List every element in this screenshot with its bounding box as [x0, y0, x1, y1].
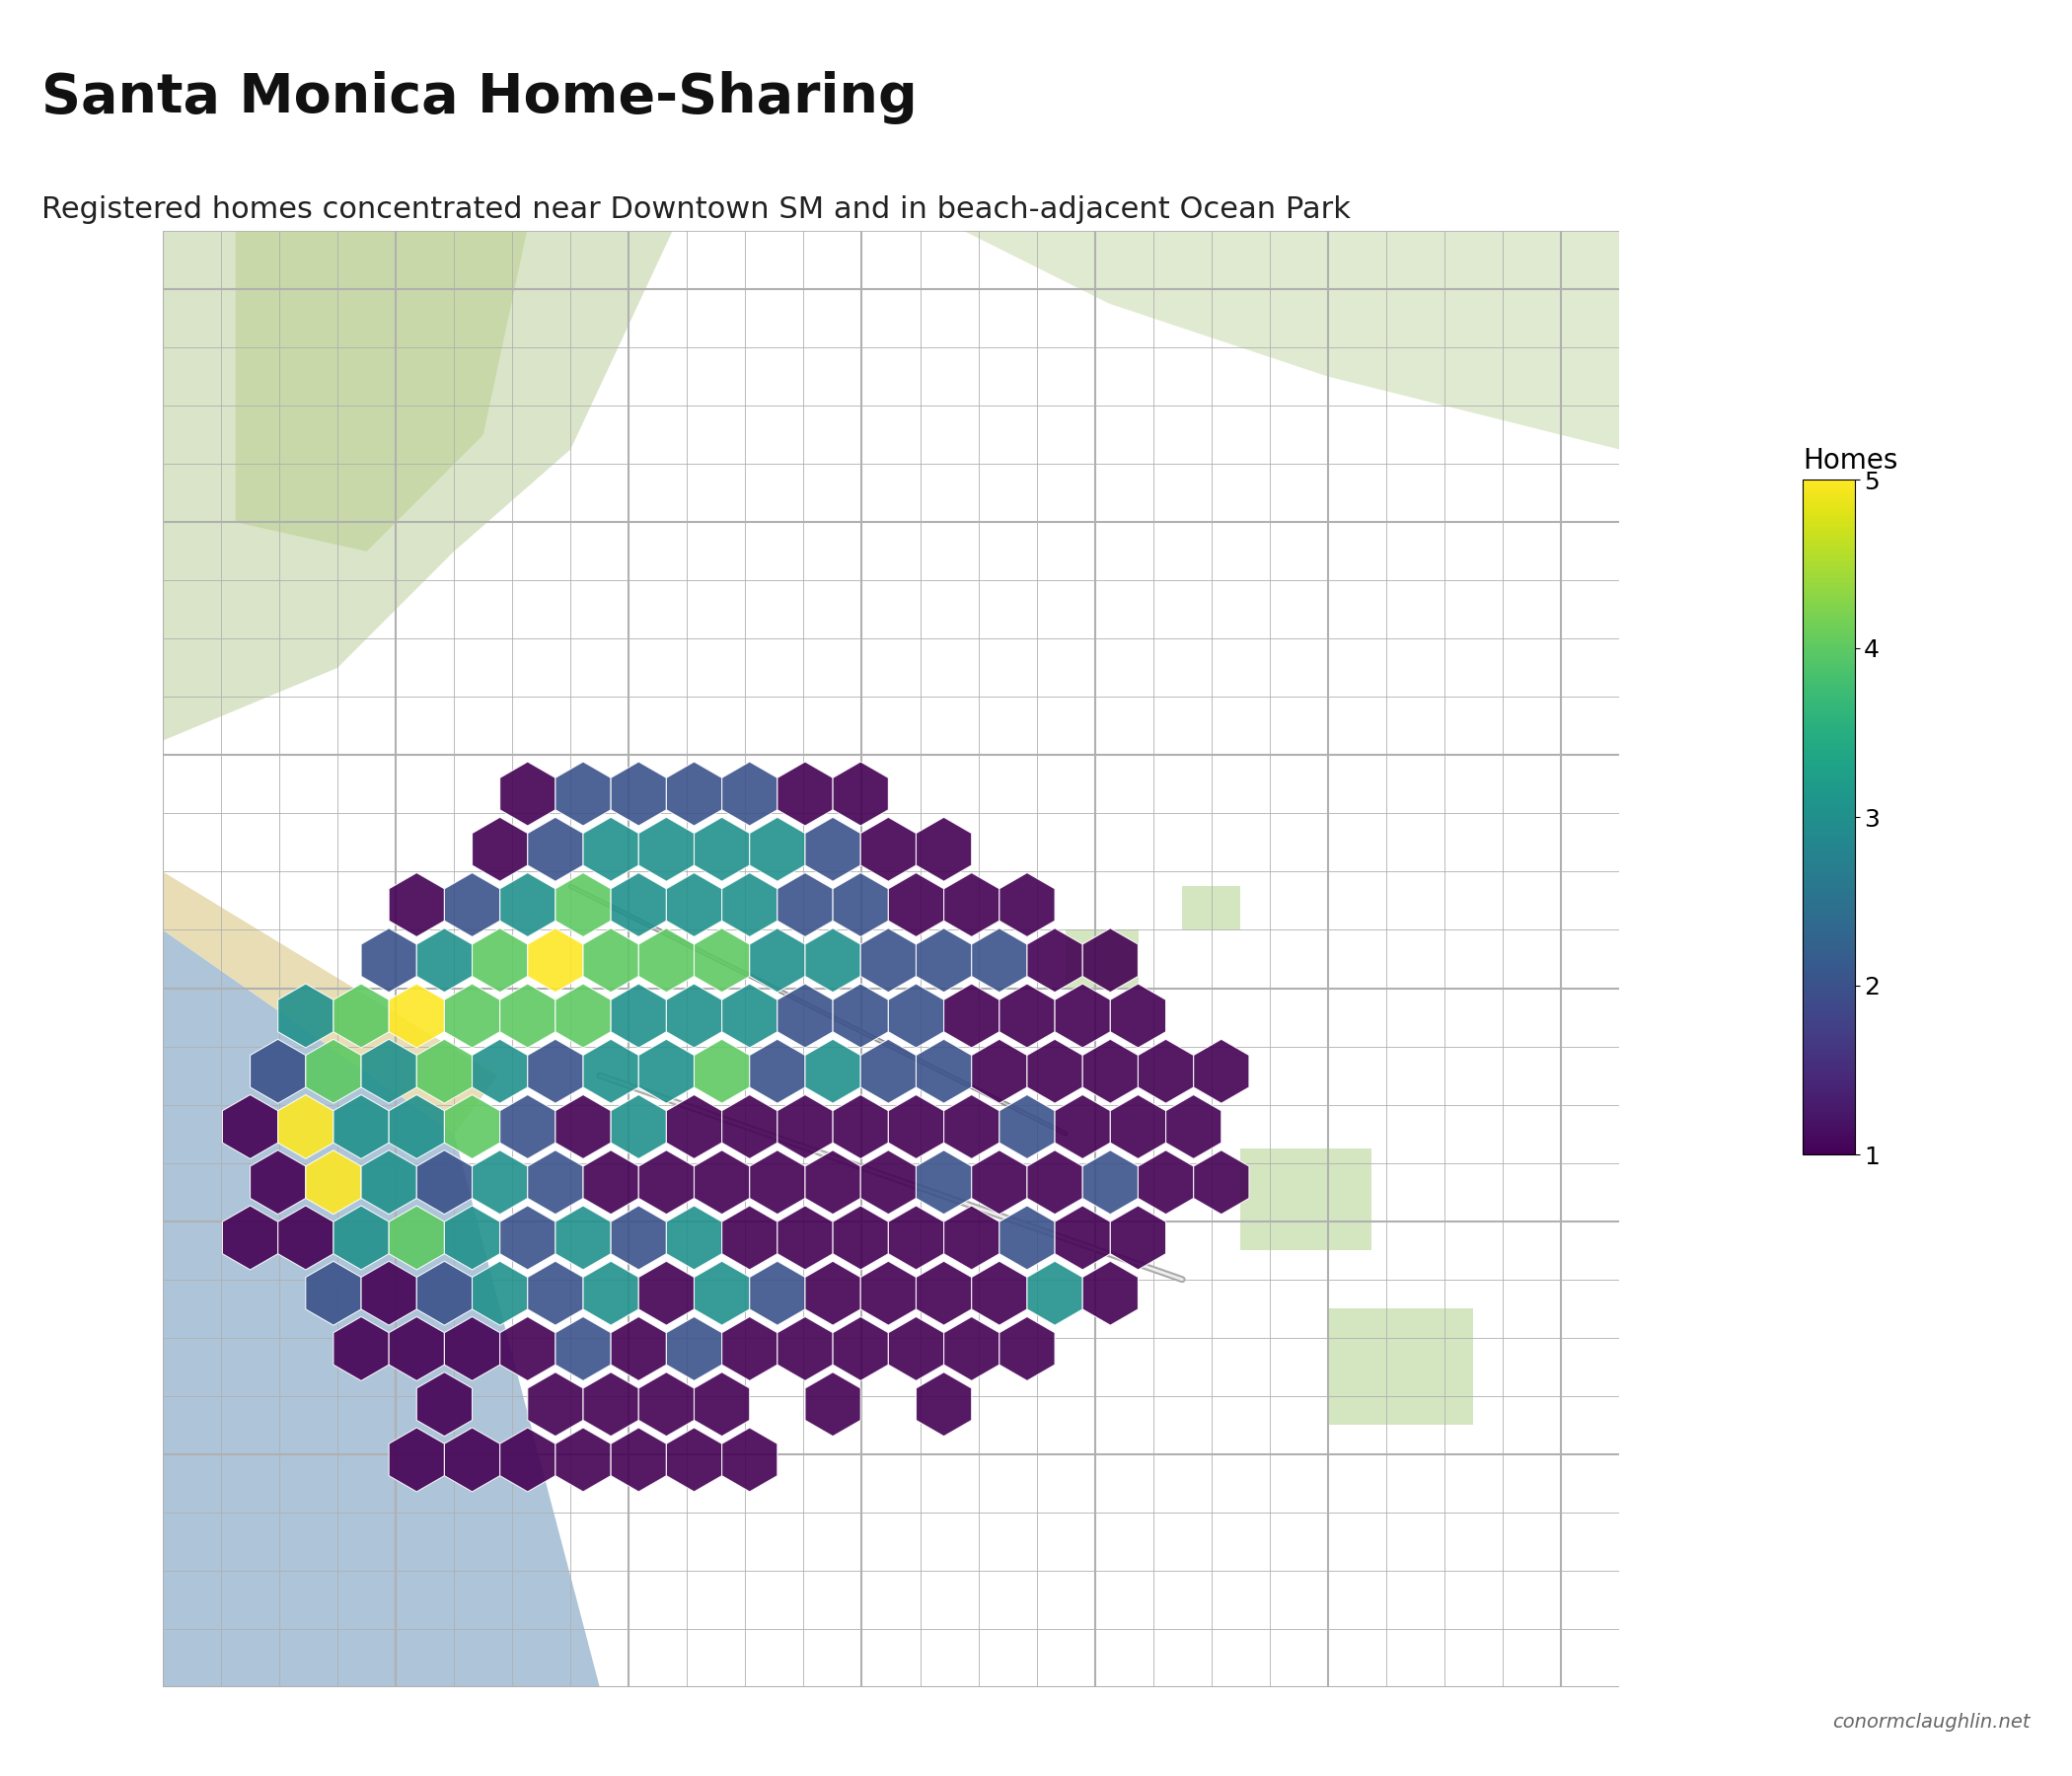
Bar: [1065, 931, 1138, 987]
Polygon shape: [963, 231, 1618, 449]
Bar: [1241, 1149, 1372, 1250]
Text: Registered homes concentrated near Downtown SM and in beach-adjacent Ocean Park: Registered homes concentrated near Downt…: [41, 195, 1351, 224]
Bar: [1328, 1309, 1473, 1424]
Polygon shape: [164, 231, 673, 741]
Polygon shape: [164, 872, 497, 1133]
Polygon shape: [236, 231, 526, 551]
Polygon shape: [164, 931, 599, 1687]
Text: conormclaughlin.net: conormclaughlin.net: [1834, 1712, 2031, 1732]
Bar: [1183, 886, 1241, 931]
Text: Homes: Homes: [1803, 448, 1898, 474]
Text: Santa Monica Home-Sharing: Santa Monica Home-Sharing: [41, 71, 918, 124]
